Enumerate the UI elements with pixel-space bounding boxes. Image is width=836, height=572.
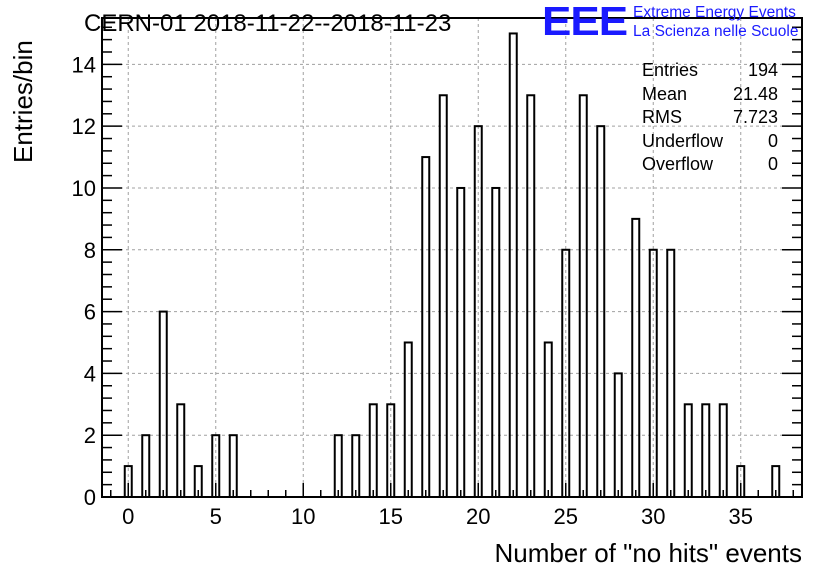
x-tick-label: 30 — [641, 504, 665, 529]
stats-label: Underflow — [642, 130, 724, 151]
y-tick-label: 0 — [84, 485, 96, 510]
y-tick-label: 6 — [84, 300, 96, 325]
y-tick-label: 10 — [72, 176, 96, 201]
eee-logo: EEE Extreme Energy Events La Scienza nel… — [542, 2, 799, 46]
histogram-bar — [631, 217, 641, 498]
x-axis-label: Number of "no hits" events — [494, 538, 803, 568]
histogram-bar — [176, 403, 186, 498]
chart-title: CERN-01 2018-11-22--2018-11-23 — [84, 10, 452, 37]
stats-label: Mean — [642, 83, 688, 104]
y-tick-label: 12 — [72, 114, 96, 139]
grid-lines — [102, 18, 802, 497]
histogram-bar — [421, 156, 431, 498]
stats-row-underflow: Underflow 0 — [642, 130, 778, 154]
histogram-bar — [508, 32, 518, 499]
x-tick-label: 5 — [210, 504, 222, 529]
histogram-bar — [491, 186, 501, 498]
x-tick-label: 25 — [554, 504, 578, 529]
histogram-bar — [141, 434, 151, 498]
histogram-bar — [368, 403, 378, 498]
x-tick-label: 35 — [729, 504, 753, 529]
histogram-bar — [526, 94, 536, 499]
stats-label: Entries — [642, 60, 699, 80]
y-tick-label: 4 — [84, 361, 96, 386]
axes — [101, 17, 803, 498]
stats-value: 0 — [767, 154, 778, 174]
stats-label: RMS — [642, 107, 682, 127]
plot-frame — [101, 17, 803, 498]
y-tick-label: 8 — [84, 238, 96, 263]
histogram-bar — [456, 186, 466, 498]
histogram-bar — [718, 403, 728, 498]
logo-line-2: La Scienza nelle Scuole — [633, 23, 799, 40]
x-tick-label: 20 — [466, 504, 490, 529]
logo-line-1: Extreme Energy Events — [633, 4, 796, 21]
stats-row-overflow: Overflow 0 — [642, 153, 778, 177]
stats-row-rms: RMS 7.723 — [642, 106, 778, 130]
logo-text: Extreme Energy Events La Scienza nelle S… — [633, 3, 798, 41]
y-axis-label: Entries/bin — [8, 40, 39, 163]
stats-row-entries: Entries 194 — [642, 59, 778, 83]
histogram-bar — [228, 434, 238, 498]
histogram-bar — [333, 434, 343, 498]
stats-value: 21.48 — [732, 83, 778, 104]
stats-value: 7.723 — [732, 107, 778, 127]
stats-row-mean: Mean 21.48 — [642, 83, 778, 107]
histogram-bar — [158, 310, 168, 499]
tick-labels: 0 5 10 15 20 25 30 35 0 2 4 6 8 10 12 14 — [72, 52, 753, 529]
stats-value: 194 — [747, 60, 778, 80]
histogram-bar — [578, 94, 588, 499]
stats-value: 0 — [767, 130, 778, 151]
stats-box: Entries 194 Mean 21.48 RMS 7.723 Underfl… — [642, 59, 778, 177]
x-tick-label: 10 — [291, 504, 315, 529]
y-tick-label: 14 — [72, 52, 96, 77]
histogram-bar — [543, 341, 553, 498]
ticks — [102, 26, 802, 498]
x-tick-label: 0 — [122, 504, 134, 529]
histogram-bar — [683, 403, 693, 498]
stats-label: Overflow — [642, 154, 714, 174]
x-tick-label: 15 — [379, 504, 403, 529]
histogram-bar — [438, 94, 448, 499]
histogram-bar — [701, 403, 711, 498]
y-axis-label-text: Entries/bin — [8, 40, 38, 163]
logo-mark: EEE — [542, 0, 628, 45]
y-tick-label: 2 — [84, 423, 96, 448]
histogram-bar — [403, 341, 413, 498]
histogram-bar — [351, 434, 361, 498]
